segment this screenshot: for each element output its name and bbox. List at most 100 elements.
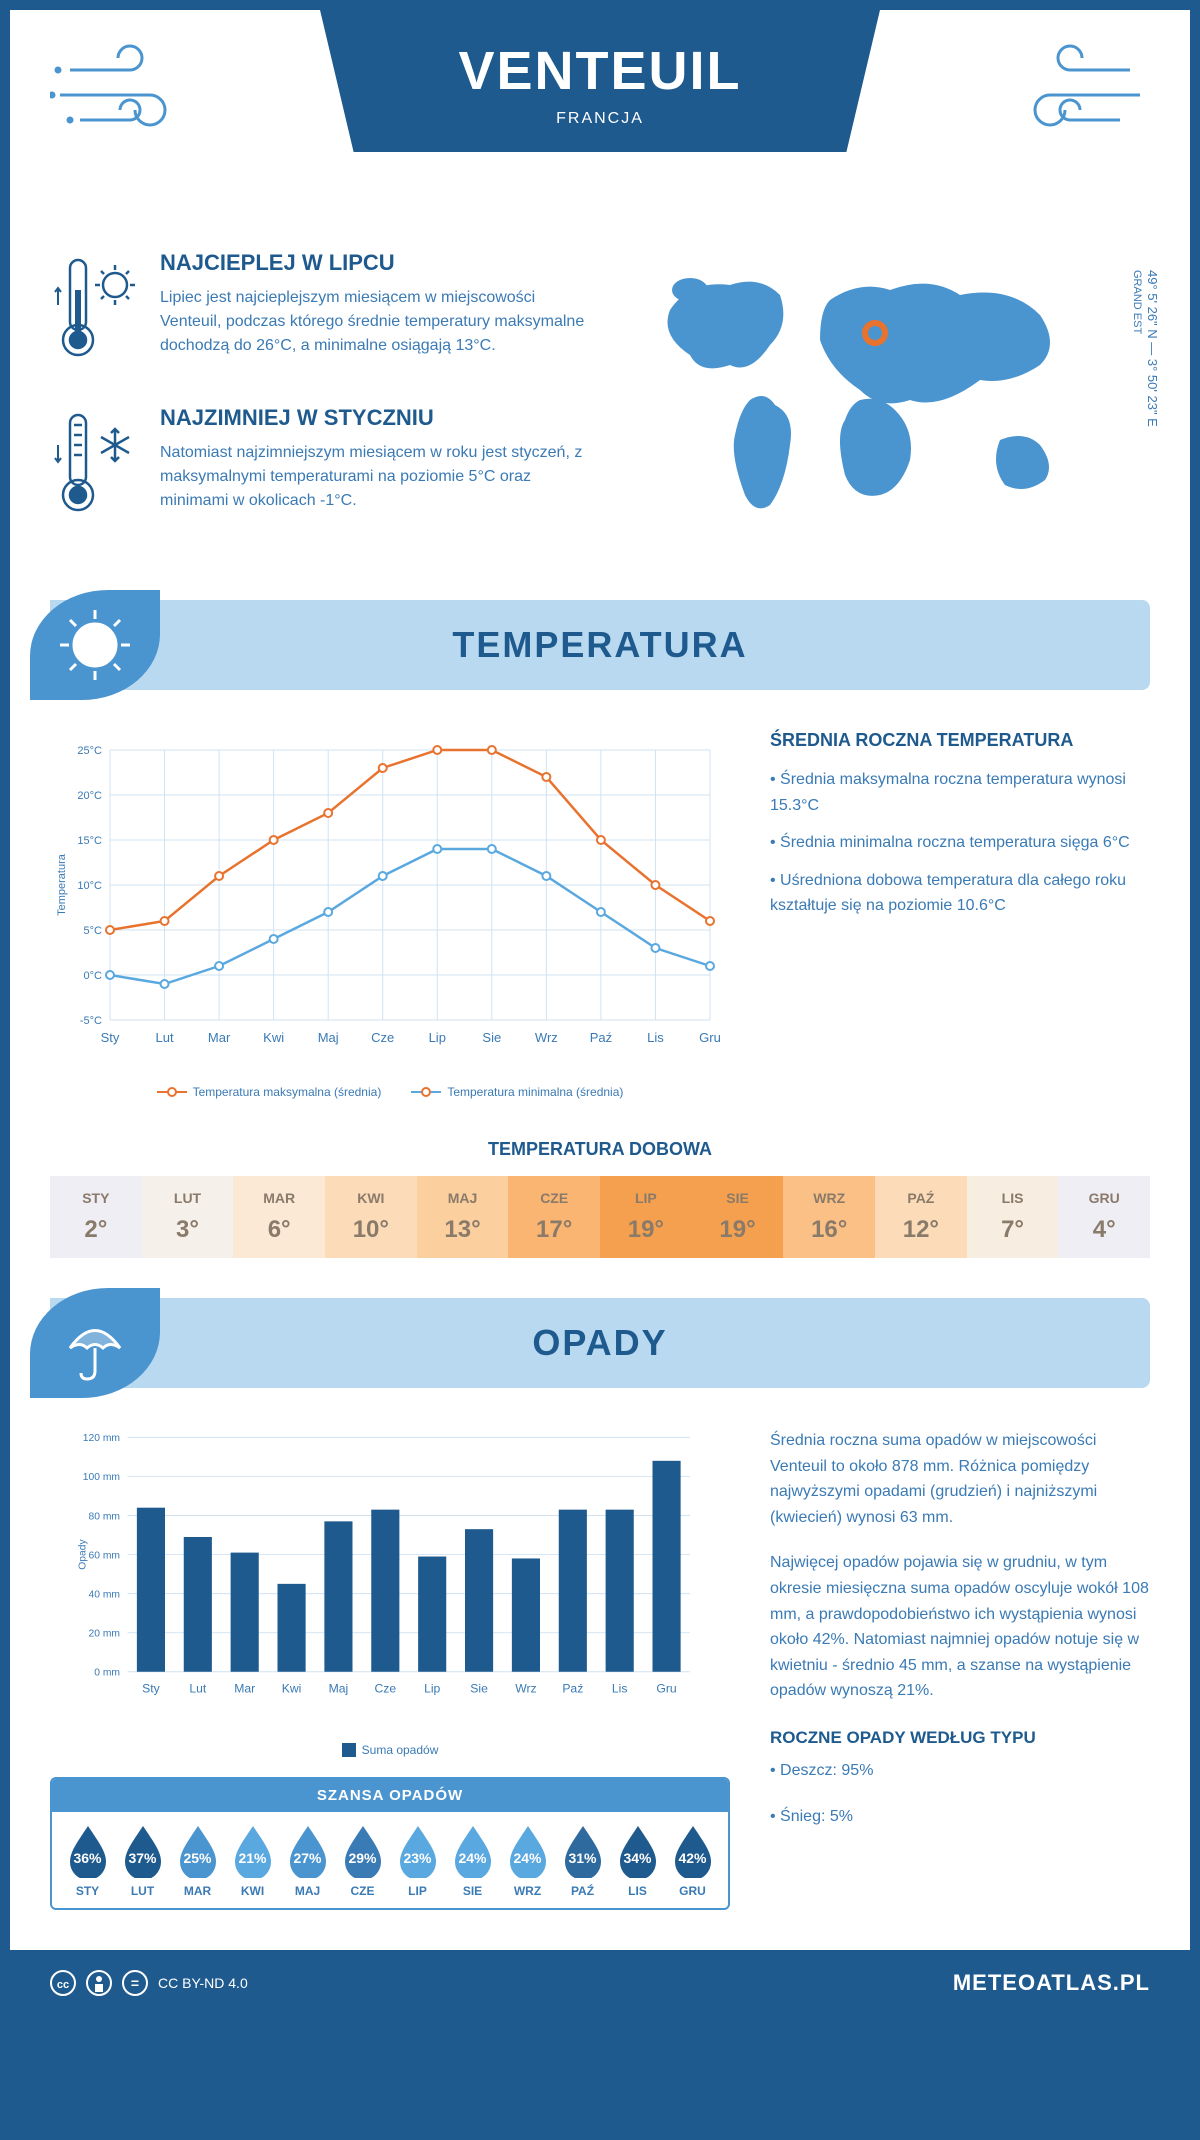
precip-chart: 0 mm 20 mm 40 mm 60 mm 80 mm 100 mm 120 mm Sty L… [50,1428,730,1757]
chance-cell: 21% KWI [227,1822,278,1898]
coldest-title: NAJZIMNIEJ W STYCZNIU [160,405,590,431]
svg-text:Gru: Gru [699,1030,721,1045]
chance-cell: 25% MAR [172,1822,223,1898]
chance-cell: 42% GRU [667,1822,718,1898]
svg-text:Sty: Sty [142,1681,161,1695]
chance-title: SZANSA OPADÓW [52,1779,728,1812]
svg-text:Mar: Mar [208,1030,231,1045]
wind-icon [50,40,200,155]
precip-type-title: ROCZNE OPADY WEDŁUG TYPU [770,1728,1150,1748]
chance-cell: 36% STY [62,1822,113,1898]
footer: cc = CC BY-ND 4.0 METEOATLAS.PL [10,1950,1190,2016]
svg-text:Lip: Lip [429,1030,446,1045]
svg-text:80 mm: 80 mm [89,1511,120,1522]
site-name: METEOATLAS.PL [953,1970,1150,1996]
warmest-text: Lipiec jest najcieplejszym miesiącem w m… [160,286,590,358]
svg-text:-5°C: -5°C [80,1015,102,1027]
svg-text:40 mm: 40 mm [89,1589,120,1600]
svg-text:0°C: 0°C [84,970,103,982]
svg-text:5°C: 5°C [84,925,103,937]
svg-text:Paź: Paź [590,1030,612,1045]
svg-text:Cze: Cze [371,1030,394,1045]
svg-text:60 mm: 60 mm [89,1550,120,1561]
daily-cell: WRZ16° [783,1176,875,1258]
chance-cell: 27% MAJ [282,1822,333,1898]
chance-cell: 37% LUT [117,1822,168,1898]
svg-text:Opady: Opady [77,1539,88,1570]
header: VENTEUIL FRANCJA [10,10,1190,230]
svg-text:10°C: 10°C [77,880,102,892]
svg-text:Mar: Mar [234,1681,255,1695]
svg-text:Lut: Lut [156,1030,174,1045]
license: cc = CC BY-ND 4.0 [50,1970,248,1996]
daily-temp-title: TEMPERATURA DOBOWA [10,1139,1190,1160]
chance-cell: 34% LIS [612,1822,663,1898]
warmest-title: NAJCIEPLEJ W LIPCU [160,250,590,276]
coldest-text: Natomiast najzimniejszym miesiącem w rok… [160,441,590,513]
svg-text:100 mm: 100 mm [83,1472,120,1483]
svg-text:Wrz: Wrz [535,1030,558,1045]
svg-text:0 mm: 0 mm [94,1668,120,1679]
svg-text:15°C: 15°C [77,835,102,847]
precip-title: OPADY [532,1322,667,1364]
svg-text:Sie: Sie [482,1030,501,1045]
daily-cell: STY2° [50,1176,142,1258]
daily-cell: LIP19° [600,1176,692,1258]
daily-cell: MAJ13° [417,1176,509,1258]
temp-info-title: ŚREDNIA ROCZNA TEMPERATURA [770,730,1150,751]
daily-cell: SIE19° [692,1176,784,1258]
warmest-block: NAJCIEPLEJ W LIPCU Lipiec jest najcieple… [50,250,590,375]
temp-title: TEMPERATURA [452,624,747,666]
precip-legend: Suma opadów [50,1743,730,1757]
svg-text:25°C: 25°C [77,745,102,757]
chance-cell: 29% CZE [337,1822,388,1898]
info-row: NAJCIEPLEJ W LIPCU Lipiec jest najcieple… [10,230,1190,600]
city-title: VENTEUIL [320,40,880,102]
coldest-block: NAJZIMNIEJ W STYCZNIU Natomiast najzimni… [50,405,590,530]
country-label: FRANCJA [320,110,880,128]
daily-cell: LIS7° [967,1176,1059,1258]
daily-cell: MAR6° [233,1176,325,1258]
world-map [630,250,1150,535]
daily-cell: GRU4° [1058,1176,1150,1258]
daily-cell: CZE17° [508,1176,600,1258]
chance-cell: 24% WRZ [502,1822,553,1898]
temp-legend: .legend-line:nth-child(1)::after{border-… [50,1085,730,1099]
svg-text:cc: cc [57,1979,69,1991]
sun-icon [30,590,160,700]
temp-chart: -5°C 0°C 5°C 10°C 15°C 20°C 25°C Sty Lut Mar Kwi Ma… [50,730,730,1099]
umbrella-icon [30,1288,160,1398]
svg-text:=: = [131,1975,139,1991]
svg-text:Lip: Lip [424,1681,440,1695]
svg-text:Maj: Maj [318,1030,339,1045]
svg-text:20 mm: 20 mm [89,1628,120,1639]
svg-text:Lut: Lut [189,1681,207,1695]
svg-text:Lis: Lis [612,1681,628,1695]
svg-text:Kwi: Kwi [263,1030,284,1045]
chance-cell: 24% SIE [447,1822,498,1898]
temp-section-header: TEMPERATURA [50,600,1150,690]
svg-text:Lis: Lis [647,1030,664,1045]
title-band: VENTEUIL FRANCJA [320,10,880,152]
coordinates: 49° 5' 26" N — 3° 50' 23" E GRAND EST [1130,270,1160,427]
daily-cell: LUT3° [142,1176,234,1258]
temp-info: ŚREDNIA ROCZNA TEMPERATURA • Średnia mak… [770,730,1150,1099]
svg-text:Paź: Paź [562,1681,583,1695]
daily-cell: PAŹ12° [875,1176,967,1258]
svg-text:Wrz: Wrz [515,1681,536,1695]
svg-text:Sie: Sie [470,1681,488,1695]
svg-text:120 mm: 120 mm [83,1433,120,1444]
svg-text:Temperatura: Temperatura [56,853,68,916]
chance-cell: 31% PAŹ [557,1822,608,1898]
svg-text:Maj: Maj [329,1681,349,1695]
svg-text:Sty: Sty [101,1030,120,1045]
precip-info: Średnia roczna suma opadów w miejscowośc… [770,1428,1150,1910]
svg-text:Gru: Gru [656,1681,676,1695]
daily-temp-table: STY2°LUT3°MAR6°KWI10°MAJ13°CZE17°LIP19°S… [50,1176,1150,1258]
precip-section-header: OPADY [50,1298,1150,1388]
svg-text:20°C: 20°C [77,790,102,802]
thermometer-snow-icon [50,405,140,530]
svg-text:Kwi: Kwi [282,1681,302,1695]
svg-text:Cze: Cze [374,1681,396,1695]
wind-icon [1000,40,1150,155]
